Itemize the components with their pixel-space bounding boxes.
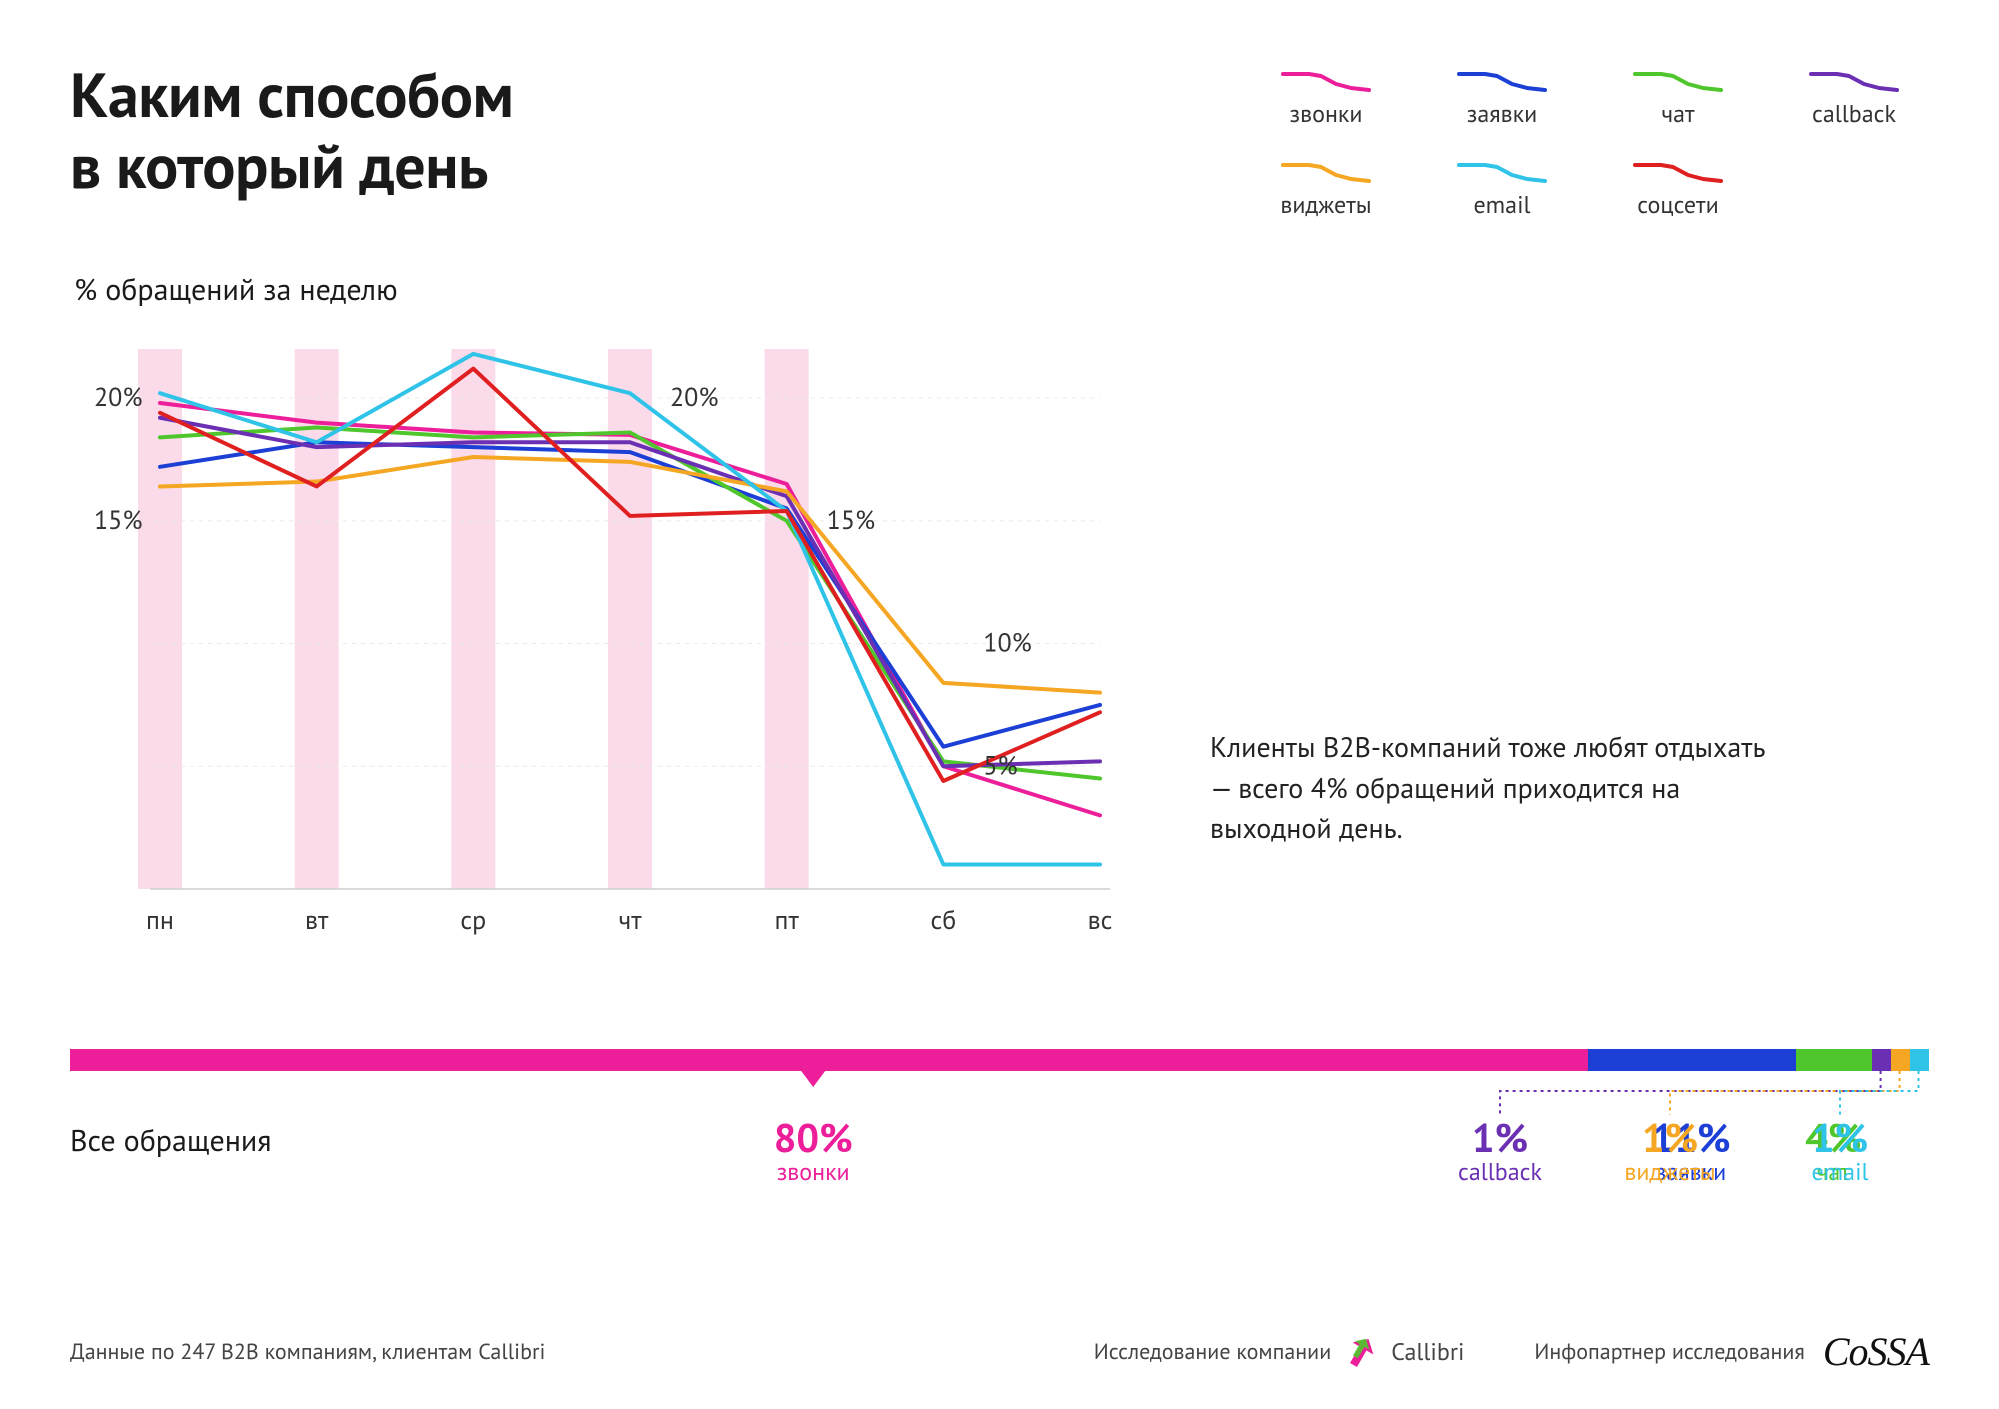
inline-y-label: 20%: [670, 381, 718, 414]
totals-callout-callback: [1500, 1071, 1881, 1115]
weekday-highlight: [608, 349, 652, 889]
totals-seg-calls: [70, 1049, 1588, 1071]
totals-pointer-icon: [801, 1071, 825, 1087]
legend-item-calls: звонки: [1261, 66, 1391, 129]
totals-callout-email: [1840, 1071, 1919, 1115]
totals-bar: [70, 1049, 1929, 1071]
chart-container: % обращений за неделю пн вт ср чт пт сб вс 20% 1…: [70, 270, 1150, 959]
legend-item-callback: callback: [1789, 66, 1919, 129]
line-chart: пн вт ср чт пт сб вс 20% 15% 20% 15% 10% 5%: [70, 339, 1150, 959]
page-footer: Данные по 247 B2B компаниям, клиентам Ca…: [70, 1328, 1929, 1375]
metric-email: 1%email: [1811, 1117, 1868, 1184]
x-axis-label: вт: [305, 904, 329, 937]
footer-source: Данные по 247 B2B компаниям, клиентам Ca…: [70, 1338, 545, 1366]
totals-metrics-row: Все обращения 80%звонки11%заявки4%чат1%c…: [70, 1117, 1929, 1160]
legend-swatch-icon: [1633, 66, 1723, 96]
legend-item-social: соцсети: [1613, 157, 1743, 220]
legend-swatch-icon: [1633, 157, 1723, 187]
totals-callout-widgets: [1670, 1071, 1900, 1115]
legend-swatch-icon: [1457, 66, 1547, 96]
inline-y-label: 15%: [94, 504, 142, 537]
weekday-highlight: [765, 349, 809, 889]
x-axis-label: пн: [146, 904, 174, 937]
x-axis-label: вс: [1088, 904, 1113, 937]
legend-label: заявки: [1467, 98, 1537, 129]
legend-item-email: email: [1437, 157, 1567, 220]
footer-mid-brand: Callibri: [1391, 1336, 1464, 1367]
legend-swatch-icon: [1281, 157, 1371, 187]
legend-item-widgets: виджеты: [1261, 157, 1391, 220]
totals-seg-email: [1910, 1049, 1929, 1071]
metric-label: виджеты: [1624, 1159, 1715, 1184]
chart-subtitle: % обращений за неделю: [74, 270, 1150, 309]
chart-legend: звонки заявки чат callback виджеты email соцсе…: [1261, 66, 1919, 220]
x-axis-label: пт: [775, 904, 800, 937]
title-line-1: Каким способом: [70, 55, 513, 135]
metric-label: callback: [1458, 1159, 1542, 1184]
totals-seg-chat: [1796, 1049, 1872, 1071]
inline-y-label: 5%: [983, 749, 1017, 782]
weekday-highlight: [138, 349, 182, 889]
legend-item-leads: заявки: [1437, 66, 1567, 129]
cossa-logo-icon: CoSSA: [1823, 1328, 1929, 1375]
legend-label: email: [1473, 189, 1530, 220]
legend-item-chat: чат: [1613, 66, 1743, 129]
x-axis-label: ср: [460, 904, 486, 937]
side-note: Клиенты B2B-компаний тоже любят отдыхать…: [1210, 727, 1770, 849]
title-line-2: в который день: [70, 126, 488, 206]
metric-calls: 80%звонки: [774, 1117, 853, 1184]
legend-label: чат: [1661, 98, 1694, 129]
inline-y-label: 10%: [983, 627, 1031, 660]
metric-widgets: 1%виджеты: [1624, 1117, 1715, 1184]
totals-seg-widgets: [1891, 1049, 1910, 1071]
page-title: Каким способом в который день: [70, 60, 513, 203]
totals-seg-leads: [1588, 1049, 1797, 1071]
inline-y-label: 20%: [94, 381, 142, 414]
totals-caption: Все обращения: [70, 1117, 272, 1160]
metric-callback: 1%callback: [1458, 1117, 1542, 1184]
x-axis-label: чт: [618, 904, 642, 937]
legend-swatch-icon: [1809, 66, 1899, 96]
totals-section: Все обращения 80%звонки11%заявки4%чат1%c…: [70, 1049, 1929, 1160]
callibri-logo-icon: [1343, 1334, 1379, 1370]
inline-y-label: 15%: [827, 504, 875, 537]
legend-label: callback: [1812, 98, 1896, 129]
metric-label: звонки: [774, 1159, 853, 1184]
legend-swatch-icon: [1457, 157, 1547, 187]
legend-label: звонки: [1290, 98, 1363, 129]
footer-mid-text: Исследование компании: [1094, 1338, 1331, 1366]
footer-right-text: Инфопартнер исследования: [1534, 1338, 1804, 1366]
legend-label: виджеты: [1280, 189, 1371, 220]
totals-seg-callback: [1872, 1049, 1891, 1071]
metric-label: email: [1811, 1159, 1868, 1184]
x-axis-label: сб: [930, 904, 956, 937]
legend-label: соцсети: [1637, 189, 1718, 220]
legend-swatch-icon: [1281, 66, 1371, 96]
